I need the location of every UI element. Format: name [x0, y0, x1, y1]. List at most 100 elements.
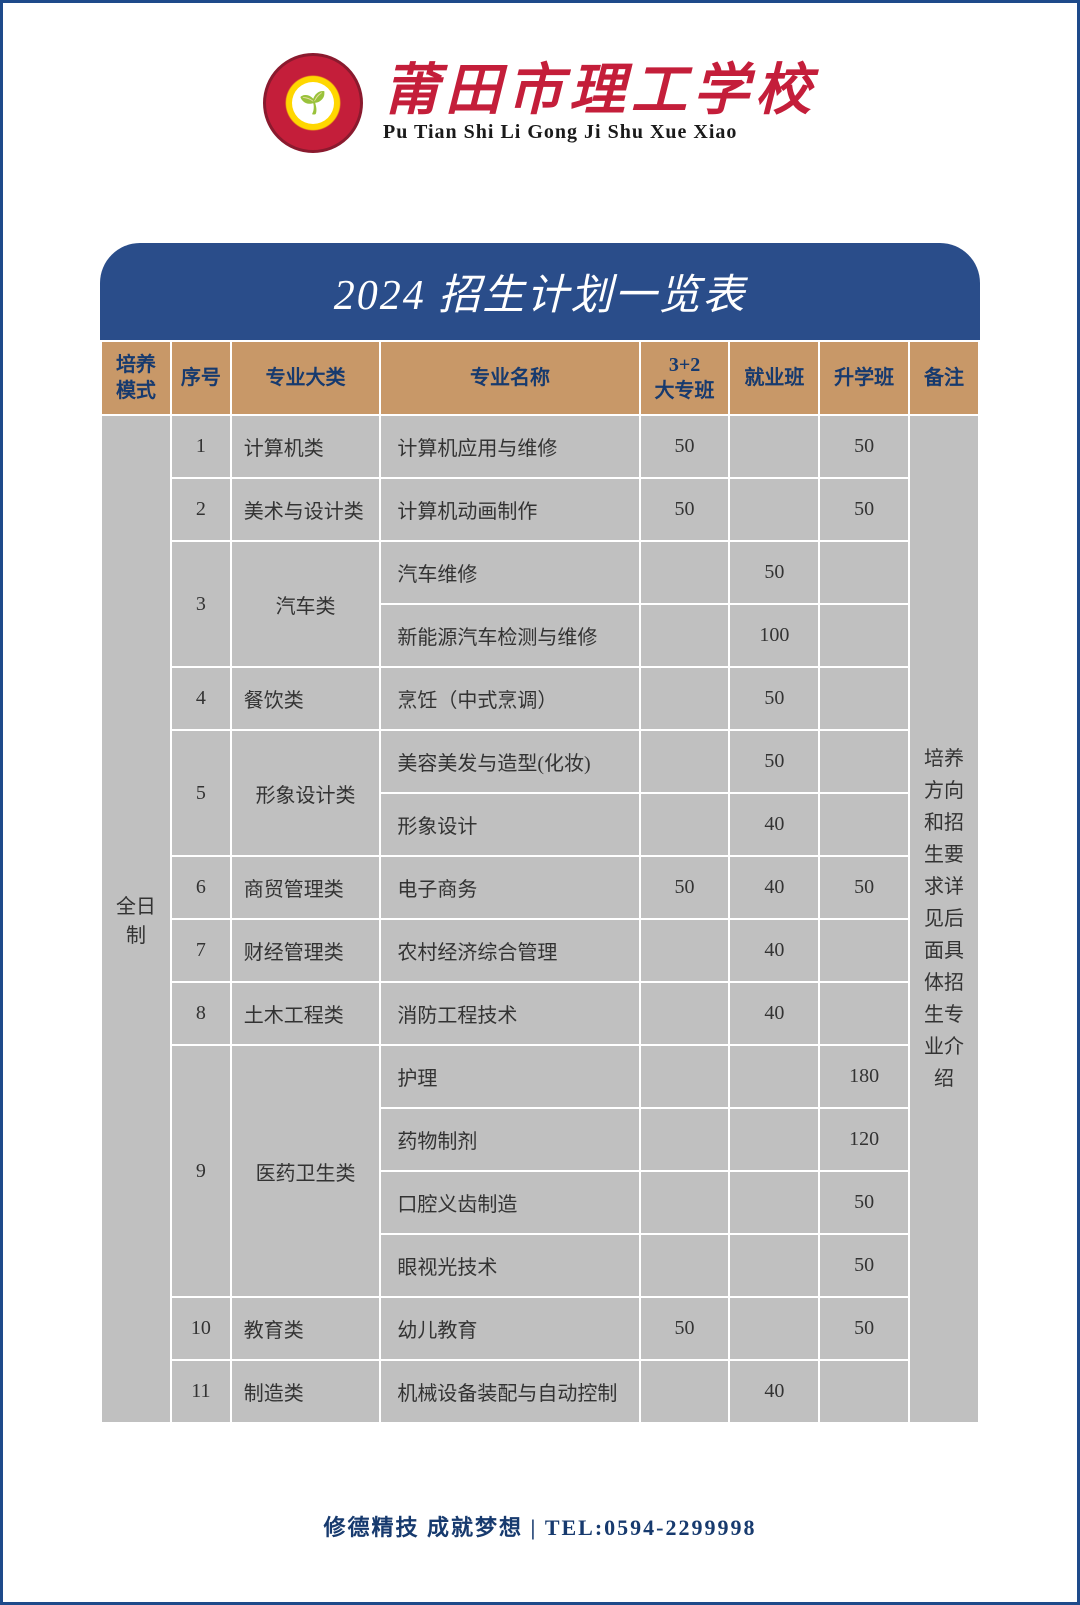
header: 🌱 莆田市理工学校 Pu Tian Shi Li Gong Ji Shu Xue…: [3, 3, 1077, 183]
school-name-block: 莆田市理工学校 Pu Tian Shi Li Gong Ji Shu Xue X…: [383, 63, 817, 144]
school-logo: 🌱: [263, 53, 363, 153]
col-index: 序号: [171, 341, 231, 415]
col-32-cell: [640, 730, 730, 793]
col-category: 专业大类: [231, 341, 381, 415]
col-32-cell: 50: [640, 1297, 730, 1360]
table-row: 8土木工程类消防工程技术40: [101, 982, 979, 1045]
col-32-cell: [640, 793, 730, 856]
col-32-cell: [640, 982, 730, 1045]
major-name-cell: 计算机动画制作: [380, 478, 639, 541]
col-job-cell: [729, 478, 819, 541]
index-cell: 1: [171, 415, 231, 478]
col-up-cell: [819, 667, 909, 730]
col-job-cell: 100: [729, 604, 819, 667]
col-32-cell: 50: [640, 856, 730, 919]
page-footer: 修德精技 成就梦想 | TEL:0594-2299998: [3, 1510, 1077, 1542]
col-job-cell: 40: [729, 982, 819, 1045]
col-32-cell: [640, 541, 730, 604]
category-cell: 医药卫生类: [231, 1045, 381, 1297]
major-name-cell: 机械设备装配与自动控制: [380, 1360, 639, 1423]
table-row: 5形象设计类美容美发与造型(化妆)50: [101, 730, 979, 793]
index-cell: 3: [171, 541, 231, 667]
col-32: 3+2大专班: [640, 341, 730, 415]
enrollment-table: 培养模式 序号 专业大类 专业名称 3+2大专班 就业班 升学班 备注 全日制1…: [100, 340, 980, 1424]
school-name-en: Pu Tian Shi Li Gong Ji Shu Xue Xiao: [383, 121, 817, 144]
table-row: 7财经管理类农村经济综合管理40: [101, 919, 979, 982]
major-name-cell: 药物制剂: [380, 1108, 639, 1171]
table-row: 3汽车类汽车维修50: [101, 541, 979, 604]
col-job-cell: 40: [729, 919, 819, 982]
index-cell: 11: [171, 1360, 231, 1423]
col-32-cell: [640, 1234, 730, 1297]
col-32-cell: [640, 604, 730, 667]
index-cell: 2: [171, 478, 231, 541]
index-cell: 5: [171, 730, 231, 856]
col-up-cell: 180: [819, 1045, 909, 1108]
remarks-cell: 培养方向和招生要求详见后面具体招生专业介绍: [909, 415, 979, 1423]
col-up-cell: 50: [819, 415, 909, 478]
col-32-cell: 50: [640, 415, 730, 478]
col-mode: 培养模式: [101, 341, 171, 415]
category-cell: 制造类: [231, 1360, 381, 1423]
major-name-cell: 电子商务: [380, 856, 639, 919]
col-up-cell: 50: [819, 478, 909, 541]
major-name-cell: 消防工程技术: [380, 982, 639, 1045]
table-header-row: 培养模式 序号 专业大类 专业名称 3+2大专班 就业班 升学班 备注: [101, 341, 979, 415]
major-name-cell: 农村经济综合管理: [380, 919, 639, 982]
col-job-cell: [729, 415, 819, 478]
table-body: 全日制1计算机类计算机应用与维修5050培养方向和招生要求详见后面具体招生专业介…: [101, 415, 979, 1423]
col-job-cell: 40: [729, 793, 819, 856]
col-up-cell: [819, 1360, 909, 1423]
col-up-cell: 50: [819, 856, 909, 919]
col-up-cell: [819, 730, 909, 793]
col-job-cell: [729, 1108, 819, 1171]
logo-icon: 🌱: [292, 82, 334, 124]
col-job-cell: 50: [729, 667, 819, 730]
col-job-cell: 40: [729, 856, 819, 919]
table-row: 9医药卫生类护理180: [101, 1045, 979, 1108]
category-cell: 汽车类: [231, 541, 381, 667]
col-32-cell: [640, 667, 730, 730]
col-job: 就业班: [729, 341, 819, 415]
major-name-cell: 美容美发与造型(化妆): [380, 730, 639, 793]
col-up: 升学班: [819, 341, 909, 415]
title-banner: 2024 招生计划一览表: [100, 243, 980, 340]
category-cell: 商贸管理类: [231, 856, 381, 919]
category-cell: 教育类: [231, 1297, 381, 1360]
col-32-cell: [640, 1171, 730, 1234]
category-cell: 财经管理类: [231, 919, 381, 982]
col-major: 专业名称: [380, 341, 639, 415]
col-32-cell: 50: [640, 478, 730, 541]
category-cell: 美术与设计类: [231, 478, 381, 541]
major-name-cell: 烹饪（中式烹调）: [380, 667, 639, 730]
school-name-cn: 莆田市理工学校: [383, 63, 817, 119]
major-name-cell: 眼视光技术: [380, 1234, 639, 1297]
col-job-cell: [729, 1045, 819, 1108]
index-cell: 9: [171, 1045, 231, 1297]
table-row: 全日制1计算机类计算机应用与维修5050培养方向和招生要求详见后面具体招生专业介…: [101, 415, 979, 478]
mode-cell: 全日制: [101, 415, 171, 1423]
category-cell: 土木工程类: [231, 982, 381, 1045]
col-up-cell: [819, 793, 909, 856]
table-row: 6商贸管理类电子商务504050: [101, 856, 979, 919]
col-job-cell: [729, 1297, 819, 1360]
col-32-cell: [640, 1108, 730, 1171]
category-cell: 形象设计类: [231, 730, 381, 856]
col-32-cell: [640, 1360, 730, 1423]
index-cell: 4: [171, 667, 231, 730]
major-name-cell: 汽车维修: [380, 541, 639, 604]
col-up-cell: 120: [819, 1108, 909, 1171]
category-cell: 计算机类: [231, 415, 381, 478]
table-row: 10教育类幼儿教育5050: [101, 1297, 979, 1360]
index-cell: 10: [171, 1297, 231, 1360]
col-up-cell: [819, 982, 909, 1045]
major-name-cell: 新能源汽车检测与维修: [380, 604, 639, 667]
major-name-cell: 口腔义齿制造: [380, 1171, 639, 1234]
table-row: 2美术与设计类计算机动画制作5050: [101, 478, 979, 541]
major-name-cell: 计算机应用与维修: [380, 415, 639, 478]
col-up-cell: 50: [819, 1297, 909, 1360]
col-up-cell: [819, 919, 909, 982]
col-job-cell: 50: [729, 730, 819, 793]
col-remarks: 备注: [909, 341, 979, 415]
col-32-cell: [640, 1045, 730, 1108]
